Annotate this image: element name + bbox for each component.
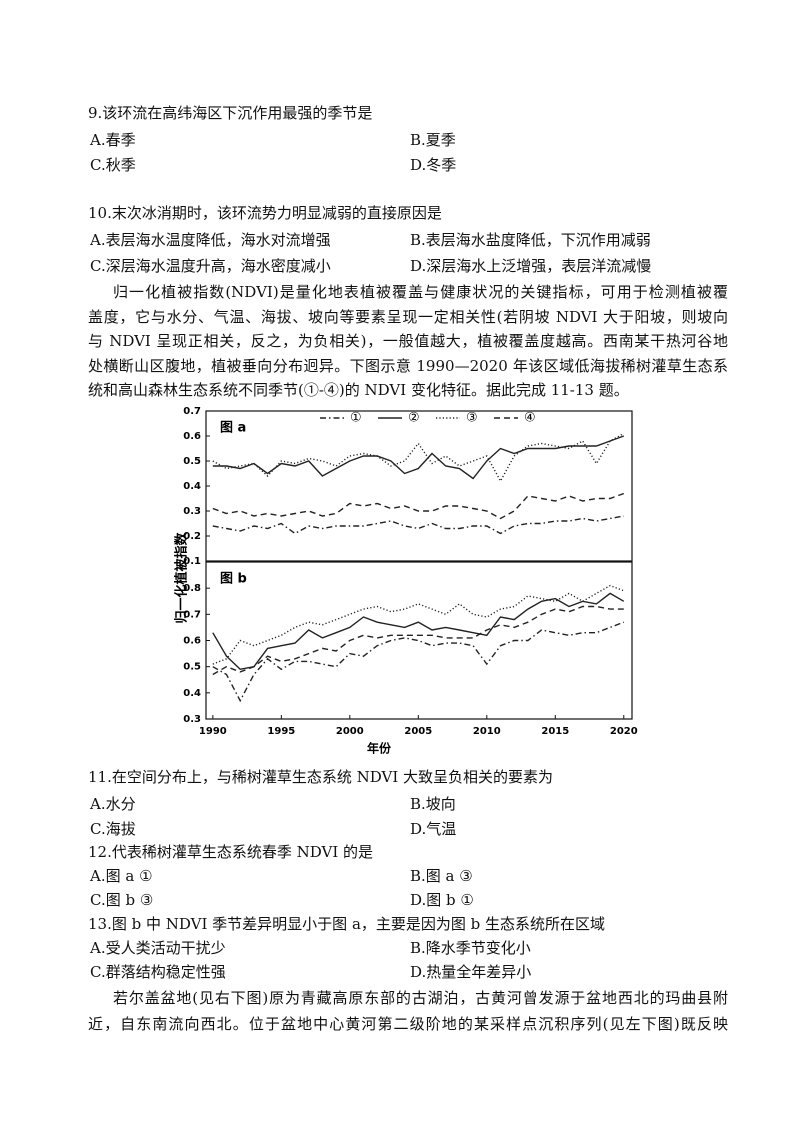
x-tick-label: 1995 (267, 726, 295, 737)
option: C.秋季 (90, 156, 136, 174)
option: A.水分 (90, 795, 136, 813)
y-tick-label: 0.7 (183, 609, 201, 620)
option: C.图 b ③ (90, 891, 154, 909)
question-stem: 11.在空间分布上，与稀树灌草生态系统 NDVI 大致呈负相关的要素为 (88, 768, 554, 786)
figure: 0.1 0.2 0.3 0.4 0.5 0.6 0.7 图 a 归一化植被指数 ① ② ③ ④ 0.3 0.… (174, 406, 638, 756)
option: B.夏季 (410, 131, 456, 149)
x-axis-label: 年份 (367, 741, 392, 756)
series-line (212, 515, 624, 535)
option: B.图 a ③ (410, 867, 473, 885)
option: A.图 a ① (90, 867, 153, 885)
y-tick-label: 0.6 (183, 636, 201, 647)
option: D.冬季 (410, 156, 457, 174)
series-line (212, 592, 625, 671)
y-tick-label: 0.3 (183, 714, 201, 725)
option: D.深层海水上泛增强，表层洋流减慢 (410, 257, 652, 275)
option: C.深层海水温度升高，海水密度减小 (90, 257, 331, 275)
plot-frame (205, 561, 633, 720)
series-line (212, 584, 625, 665)
y-tick-label: 0.8 (183, 583, 201, 594)
legend-label: ④ (524, 411, 536, 426)
x-tick-label: 2005 (404, 726, 432, 737)
panel-label: 图 a (220, 421, 246, 436)
option: B.坡向 (410, 795, 456, 813)
option: D.热量全年差异小 (410, 963, 532, 981)
question-stem: 9.该环流在高纬海区下沉作用最强的季节是 (88, 104, 373, 122)
option: B.降水季节变化小 (410, 939, 531, 957)
x-tick-label: 2000 (336, 726, 364, 737)
y-tick-label: 0.5 (183, 662, 201, 673)
x-tick-label: 1990 (199, 726, 227, 737)
legend-label: ② (408, 411, 420, 426)
panel-label: 图 b (220, 572, 247, 587)
y-tick-label: 0.2 (183, 531, 201, 542)
y-axis-label: 归一化植被指数 (174, 532, 190, 624)
option: B.表层海水盐度降低，下沉作用减弱 (410, 231, 651, 249)
passage-line: 盖度，它与水分、气温、海拔、坡向等要素呈现一定相关性(若阴坡 NDVI 大于阳坡… (88, 307, 728, 326)
series-line (212, 492, 625, 520)
x-tick-label: 2020 (610, 726, 638, 737)
series-line (212, 621, 625, 703)
option: D.图 b ① (410, 891, 474, 909)
x-tick-label: 2010 (473, 726, 501, 737)
y-tick-label: 0.3 (183, 506, 201, 517)
option: A.表层海水温度降低，海水对流增强 (90, 231, 331, 249)
passage-line: 若尔盖盆地(见右下图)原为青藏高原东部的古湖泊，古黄河曾发源于盆地西北的玛曲县附 (113, 989, 728, 1007)
series-line (212, 432, 625, 483)
question-stem: 10.末次冰消期时，该环流势力明显减弱的直接原因是 (88, 204, 442, 222)
y-tick-label: 0.4 (183, 481, 201, 492)
y-tick-label: 0.7 (183, 406, 201, 417)
option: A.受人类活动干扰少 (90, 939, 226, 957)
plot-frame (205, 410, 633, 562)
x-tick-label: 2015 (541, 726, 569, 737)
legend-label: ① (350, 411, 362, 426)
series-line (212, 435, 625, 480)
question-stem: 13.图 b 中 NDVI 季节差异明显小于图 a，主要是因为图 b 生态系统所… (88, 915, 606, 933)
legend-label: ③ (466, 411, 478, 426)
option: D.气温 (410, 820, 457, 838)
y-tick-label: 0.5 (183, 456, 201, 467)
passage-line: 处横断山区腹地，植被垂向分布迥异。下图示意 1990—2020 年该区域低海拔稀… (88, 356, 728, 375)
passage-line: 与 NDVI 呈现正相关，反之，为负相关)，一般值越大，植被覆盖度越高。西南某干… (88, 332, 728, 351)
option: C.群落结构稳定性强 (90, 963, 226, 981)
passage-line: 归一化植被指数(NDVI)是量化地表植被覆盖与健康状况的关键指标，可用于检测植被… (113, 283, 728, 301)
y-tick-label: 0.4 (183, 688, 201, 699)
option: C.海拔 (90, 820, 136, 838)
passage-line: 统和高山森林生态系统不同季节(①-④)的 NDVI 变化特征。据此完成 11-1… (88, 381, 629, 400)
passage-line: 近，自东南流向西北。位于盆地中心黄河第二级阶地的某采样点沉积序列(见左下图)既反… (88, 1015, 728, 1033)
series-line (212, 605, 624, 676)
question-stem: 12.代表稀树灌草生态系统春季 NDVI 的是 (88, 843, 374, 861)
y-tick-label: 0.6 (183, 431, 201, 442)
y-tick-label: 0.1 (183, 556, 201, 567)
option: A.春季 (90, 131, 136, 149)
